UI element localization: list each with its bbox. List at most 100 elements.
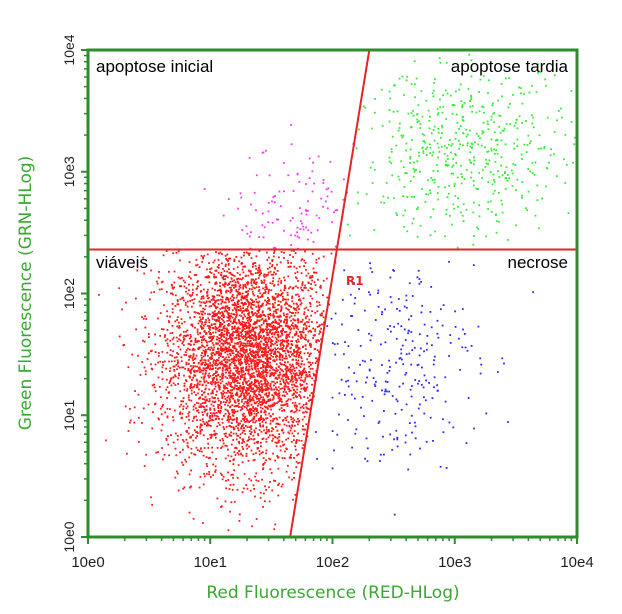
event-point bbox=[247, 459, 250, 462]
event-point bbox=[192, 354, 195, 357]
event-point bbox=[441, 126, 444, 129]
event-point bbox=[170, 384, 173, 387]
event-point bbox=[256, 397, 258, 400]
event-point bbox=[424, 399, 427, 402]
event-point bbox=[309, 394, 311, 397]
event-point bbox=[198, 300, 201, 303]
event-point bbox=[509, 103, 511, 105]
event-point bbox=[502, 129, 505, 132]
event-point bbox=[292, 498, 294, 501]
event-point bbox=[444, 235, 446, 238]
event-point bbox=[291, 402, 294, 404]
event-point bbox=[241, 431, 244, 434]
event-point bbox=[215, 375, 217, 377]
event-point bbox=[419, 403, 421, 406]
event-point bbox=[448, 355, 450, 357]
event-point bbox=[287, 369, 290, 372]
event-point bbox=[203, 472, 205, 475]
event-point bbox=[204, 302, 207, 305]
event-point bbox=[227, 284, 229, 286]
event-point bbox=[225, 432, 227, 435]
event-point bbox=[174, 447, 177, 450]
event-point bbox=[298, 419, 301, 422]
event-point bbox=[183, 285, 186, 288]
event-point bbox=[188, 511, 191, 514]
event-point bbox=[289, 265, 292, 268]
event-point bbox=[230, 431, 232, 434]
event-point bbox=[175, 336, 178, 339]
event-point bbox=[407, 112, 410, 115]
event-point bbox=[222, 475, 225, 478]
event-point bbox=[310, 364, 312, 366]
event-point bbox=[283, 251, 285, 254]
event-point bbox=[277, 315, 280, 318]
event-point bbox=[235, 380, 238, 382]
event-point bbox=[224, 351, 227, 354]
event-point bbox=[203, 376, 206, 378]
event-point bbox=[436, 389, 439, 392]
event-point bbox=[516, 138, 519, 141]
event-point bbox=[274, 436, 277, 439]
event-point bbox=[277, 395, 280, 398]
event-point bbox=[375, 380, 377, 383]
event-point bbox=[248, 387, 250, 390]
event-point bbox=[299, 320, 302, 323]
event-point bbox=[234, 321, 236, 323]
event-point bbox=[290, 124, 292, 126]
event-point bbox=[98, 294, 100, 296]
event-point bbox=[269, 313, 272, 315]
event-point bbox=[167, 320, 170, 322]
event-point bbox=[217, 363, 220, 366]
event-point bbox=[280, 363, 282, 365]
event-point bbox=[237, 343, 239, 345]
event-point bbox=[273, 252, 275, 254]
event-point bbox=[458, 147, 460, 150]
event-point bbox=[311, 276, 314, 278]
event-point bbox=[247, 404, 250, 407]
event-point bbox=[182, 405, 185, 408]
event-point bbox=[264, 292, 267, 294]
event-point bbox=[431, 179, 434, 181]
event-point bbox=[283, 285, 286, 288]
event-point bbox=[200, 297, 203, 300]
event-point bbox=[312, 372, 315, 375]
event-point bbox=[310, 343, 312, 346]
event-point bbox=[194, 341, 197, 343]
event-point bbox=[247, 384, 249, 386]
event-point bbox=[217, 266, 220, 269]
event-point bbox=[283, 303, 286, 306]
event-point bbox=[165, 439, 168, 441]
event-point bbox=[255, 321, 258, 324]
event-point bbox=[312, 267, 315, 270]
event-point bbox=[405, 353, 408, 356]
event-point bbox=[236, 382, 239, 384]
event-point bbox=[288, 390, 291, 393]
event-point bbox=[259, 326, 262, 329]
event-point bbox=[229, 337, 231, 339]
event-point bbox=[212, 362, 215, 365]
event-point bbox=[279, 261, 282, 264]
event-point bbox=[226, 383, 229, 386]
event-point bbox=[177, 361, 179, 363]
event-point bbox=[442, 418, 444, 421]
event-point bbox=[245, 251, 248, 254]
event-point bbox=[208, 281, 211, 284]
event-point bbox=[525, 151, 528, 153]
event-point bbox=[270, 388, 273, 391]
event-point bbox=[266, 332, 269, 335]
event-point bbox=[305, 388, 307, 391]
event-point bbox=[425, 148, 427, 150]
event-point bbox=[207, 317, 210, 320]
event-point bbox=[254, 368, 257, 370]
event-point bbox=[227, 198, 230, 200]
event-point bbox=[473, 201, 475, 204]
event-point bbox=[221, 253, 223, 255]
event-point bbox=[285, 400, 288, 403]
event-point bbox=[187, 396, 190, 399]
event-point bbox=[293, 404, 296, 407]
event-point bbox=[217, 415, 219, 418]
event-point bbox=[278, 374, 281, 377]
event-point bbox=[259, 373, 261, 376]
event-point bbox=[296, 226, 299, 229]
event-point bbox=[414, 169, 416, 172]
